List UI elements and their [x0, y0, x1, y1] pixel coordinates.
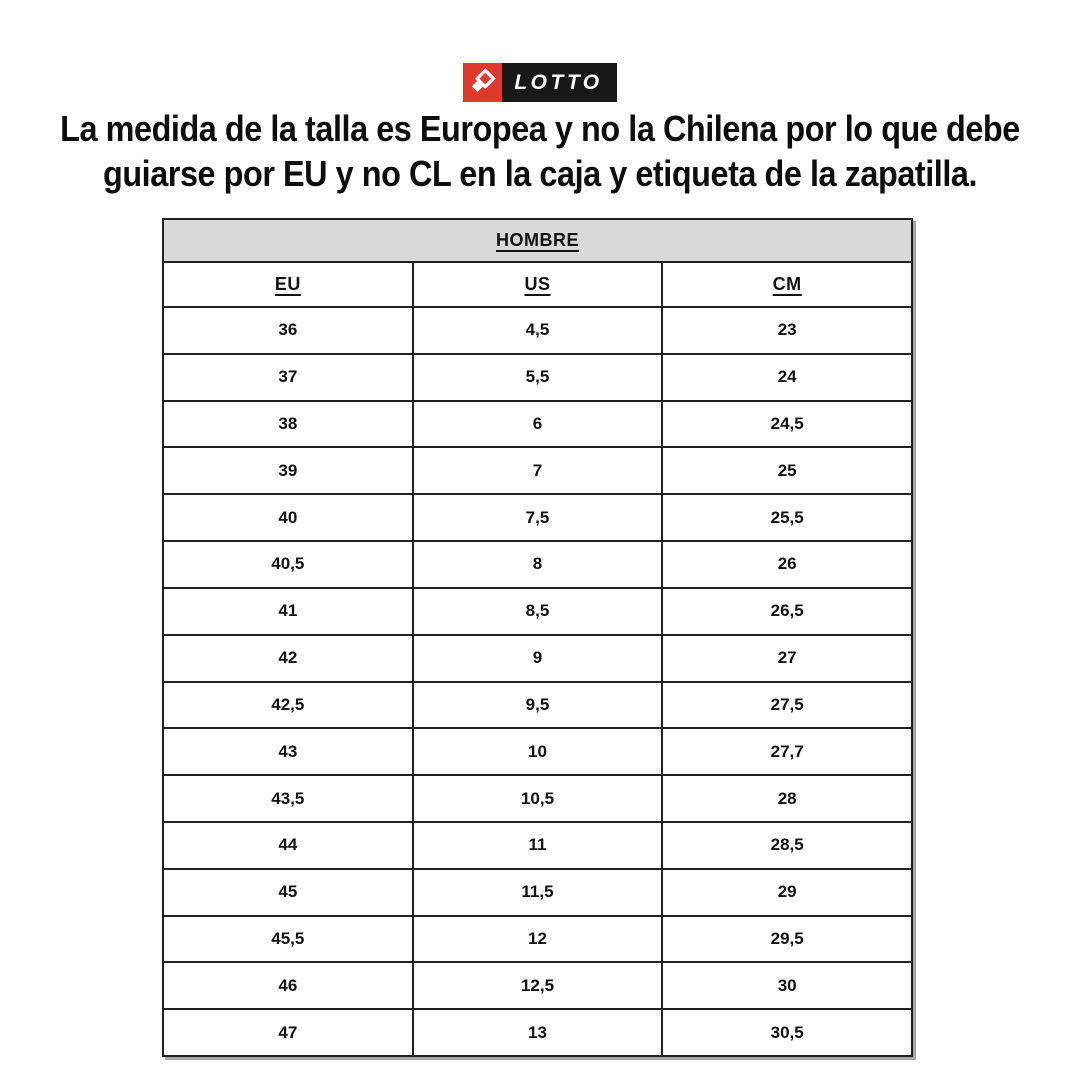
size-cell-eu: 36: [162, 306, 414, 355]
size-cell-cm: 26: [661, 540, 913, 589]
size-cell-cm: 27: [661, 633, 913, 683]
size-cell-cm: 27,7: [661, 727, 913, 777]
size-table: HOMBRE EU US CM 36 4,5 23 37 5,5 24 38 6…: [162, 218, 913, 1057]
size-row: 41 8,5 26,5: [162, 586, 913, 636]
size-cell-us: 9,5: [411, 680, 664, 730]
size-cell-us: 10: [411, 727, 664, 777]
size-cell-eu: 46: [162, 961, 414, 1011]
size-cell-cm: 24: [661, 352, 913, 402]
size-row: 45,5 12 29,5: [162, 914, 913, 964]
size-cell-cm: 29: [661, 867, 913, 917]
size-cell-us: 13: [411, 1008, 664, 1057]
size-row: 40 7,5 25,5: [162, 493, 913, 543]
lotto-logo: LOTTO: [0, 63, 1080, 102]
size-cell-us: 10,5: [411, 774, 664, 823]
notice-line-1: La medida de la talla es Europea y no la…: [60, 108, 1020, 149]
size-cell-us: 8: [411, 540, 664, 589]
size-cell-us: 5,5: [411, 352, 664, 402]
lotto-logo-inner: LOTTO: [463, 63, 617, 102]
size-table-body: 36 4,5 23 37 5,5 24 38 6 24,5 39 7 25 40…: [162, 306, 913, 1057]
size-cell-cm: 29,5: [661, 914, 913, 964]
size-row: 39 7 25: [162, 446, 913, 496]
size-cell-eu: 40: [162, 493, 414, 543]
lotto-wordmark: LOTTO: [502, 63, 617, 102]
size-cell-us: 6: [411, 399, 664, 449]
size-cell-eu: 41: [162, 586, 414, 636]
size-cell-eu: 43,5: [162, 774, 414, 823]
column-header-cm: CM: [661, 261, 913, 308]
size-cell-eu: 45,5: [162, 914, 414, 964]
notice-text: La medida de la talla es Europea y no la…: [0, 106, 1080, 196]
size-cell-us: 12,5: [411, 961, 664, 1011]
size-cell-cm: 24,5: [661, 399, 913, 449]
size-row: 42 9 27: [162, 633, 913, 683]
size-row: 38 6 24,5: [162, 399, 913, 449]
size-cell-us: 11,5: [411, 867, 664, 917]
size-cell-eu: 38: [162, 399, 414, 449]
size-cell-us: 8,5: [411, 586, 664, 636]
group-header-row: HOMBRE: [162, 218, 913, 263]
size-row: 36 4,5 23: [162, 306, 913, 355]
size-row: 46 12,5 30: [162, 961, 913, 1011]
size-cell-eu: 42,5: [162, 680, 414, 730]
size-cell-cm: 23: [661, 306, 913, 355]
size-cell-cm: 28: [661, 774, 913, 823]
size-cell-eu: 47: [162, 1008, 414, 1057]
size-row: 42,5 9,5 27,5: [162, 680, 913, 730]
notice-line-2: guiarse por EU y no CL en la caja y etiq…: [102, 153, 978, 194]
group-header-cell: HOMBRE: [162, 218, 913, 263]
size-cell-eu: 37: [162, 352, 414, 402]
size-row: 47 13 30,5: [162, 1008, 913, 1057]
size-cell-us: 4,5: [411, 306, 664, 355]
size-cell-cm: 26,5: [661, 586, 913, 636]
size-cell-us: 7,5: [411, 493, 664, 543]
size-cell-eu: 45: [162, 867, 414, 917]
size-cell-us: 7: [411, 446, 664, 496]
size-row: 44 11 28,5: [162, 820, 913, 870]
size-row: 40,5 8 26: [162, 540, 913, 589]
size-row: 37 5,5 24: [162, 352, 913, 402]
size-cell-cm: 28,5: [661, 820, 913, 870]
size-cell-cm: 30,5: [661, 1008, 913, 1057]
size-cell-eu: 43: [162, 727, 414, 777]
size-row: 43 10 27,7: [162, 727, 913, 777]
size-row: 45 11,5 29: [162, 867, 913, 917]
size-cell-us: 9: [411, 633, 664, 683]
column-header-row: EU US CM: [162, 261, 913, 308]
column-header-us: US: [411, 261, 664, 308]
size-cell-cm: 30: [661, 961, 913, 1011]
size-cell-us: 11: [411, 820, 664, 870]
size-cell-cm: 25: [661, 446, 913, 496]
lotto-diamond-icon: [463, 63, 503, 102]
size-cell-cm: 27,5: [661, 680, 913, 730]
size-cell-cm: 25,5: [661, 493, 913, 543]
size-cell-eu: 42: [162, 633, 414, 683]
size-cell-eu: 40,5: [162, 540, 414, 589]
column-header-eu: EU: [162, 261, 414, 308]
size-cell-eu: 39: [162, 446, 414, 496]
size-cell-us: 12: [411, 914, 664, 964]
size-row: 43,5 10,5 28: [162, 774, 913, 823]
size-cell-eu: 44: [162, 820, 414, 870]
